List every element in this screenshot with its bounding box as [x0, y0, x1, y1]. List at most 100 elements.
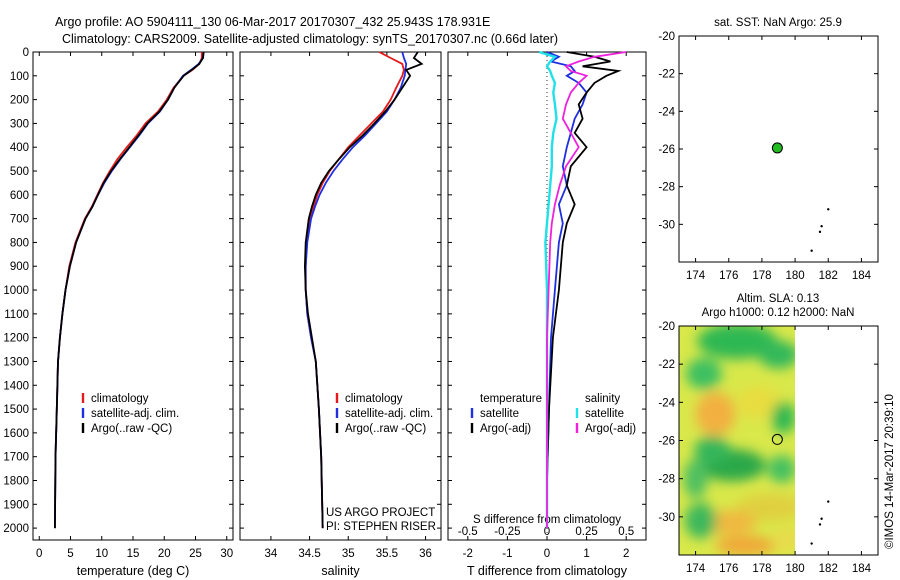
x-tick-label: 10 — [95, 548, 108, 560]
y-tick-label: 1700 — [3, 452, 29, 464]
series-line — [546, 51, 622, 529]
track-point — [827, 500, 830, 503]
timestamp-text: ©IMOS 14-Mar-2017 20:39:10 — [884, 394, 896, 549]
x-tick-label: 0 — [36, 548, 42, 560]
x-tick-label: 36 — [419, 548, 432, 560]
plot-frame — [239, 51, 442, 541]
y-tick-label: 700 — [10, 214, 29, 226]
sla-blob — [684, 502, 717, 539]
map-title-line2: Argo h1000: 0.12 h2000: NaN — [702, 307, 855, 319]
y-tick-label: 400 — [10, 142, 29, 154]
series-line — [54, 51, 205, 529]
sla-blob — [683, 458, 708, 499]
y-tick-label: 1300 — [3, 356, 29, 368]
y-tick-label: 2000 — [3, 523, 29, 535]
series-line — [54, 51, 205, 529]
temperature-panel: 0100200300400500600700800900100011001200… — [3, 47, 234, 578]
y-tick-label: 0 — [23, 47, 29, 59]
y-tick-label: 1800 — [3, 475, 29, 487]
y-tick-label: -30 — [658, 219, 675, 231]
legend-label: climatology — [345, 393, 403, 405]
credit-text: US ARGO PROJECT — [326, 507, 435, 519]
sla-blob — [694, 436, 731, 465]
x-tick-label: 182 — [819, 270, 838, 282]
pi-text: PI: STEPHEN RISER — [326, 521, 436, 533]
map-title: sat. SST: NaN Argo: 25.9 — [714, 17, 842, 29]
sla-blob — [736, 493, 796, 522]
series-line — [546, 51, 588, 529]
legend-label: Argo(..raw -QC) — [91, 423, 172, 435]
salinity-panel: 34 34.5 35 35.5 36 salinity climatology satelli… — [239, 51, 442, 578]
y-tick-label: -20 — [658, 31, 675, 43]
track-point — [820, 225, 823, 228]
x2-tick-label: -0.25 — [494, 526, 520, 538]
x-tick-label: 174 — [686, 270, 706, 282]
series-line — [54, 52, 203, 529]
x-tick-label: 178 — [752, 563, 771, 575]
x-tick-label: 15 — [127, 548, 140, 560]
y-tick-label: 200 — [10, 95, 29, 107]
track-point — [810, 249, 813, 252]
y-tick-label: 1200 — [3, 333, 29, 345]
legend-label: climatology — [91, 393, 149, 405]
x-tick-label: 5 — [67, 548, 73, 560]
legend-label: satellite — [480, 408, 519, 420]
track-point — [818, 523, 822, 526]
x-tick-label: 34 — [265, 548, 278, 560]
sla-blob — [736, 386, 781, 419]
x-tick-label: 178 — [752, 270, 771, 282]
y-tick-label: 1400 — [3, 380, 29, 392]
track-point — [818, 230, 822, 234]
legend-label: satellite-adj. clim. — [345, 408, 433, 420]
sla-map-panel: 174 176 178 180 182 184 -20 -22 -24 -26 -28 -30 Alti… — [658, 293, 879, 575]
y-tick-label: 1500 — [3, 404, 29, 416]
x-tick-label: 180 — [785, 270, 804, 282]
sla-blob — [772, 527, 796, 552]
y-tick-label: 1100 — [4, 309, 29, 321]
track-point — [827, 208, 830, 211]
x-tick-label: 34.5 — [298, 548, 320, 560]
y-tick-label: -30 — [658, 512, 675, 524]
y-tick-label: -22 — [658, 69, 675, 81]
y-tick-label: 1000 — [3, 285, 29, 297]
x-tick-label: 2 — [623, 548, 629, 560]
x-tick-label: 30 — [220, 548, 233, 560]
sla-blob — [685, 357, 722, 390]
series-line — [303, 51, 424, 529]
x-axis-label: salinity — [321, 564, 360, 578]
legend-label: satellite-adj. clim. — [91, 408, 179, 420]
sla-blobs — [683, 326, 796, 555]
x2-tick-label: 0.5 — [618, 526, 634, 538]
x-tick-label: 25 — [189, 548, 202, 560]
sla-blob — [695, 391, 736, 436]
x-tick-label: 174 — [686, 563, 706, 575]
x-tick-label: 0 — [544, 548, 550, 560]
y-tick-label: 800 — [10, 237, 29, 249]
x-tick-label: 20 — [158, 548, 171, 560]
x2-tick-label: 0.25 — [575, 526, 597, 538]
x2-tick-label: -0.5 — [458, 526, 478, 538]
y-tick-label: -24 — [658, 397, 675, 409]
legend-label: Argo(-adj) — [585, 423, 636, 435]
x-tick-label: 35 — [342, 548, 355, 560]
sla-field — [679, 326, 796, 555]
legend-header: temperature — [480, 393, 542, 405]
y-tick-label: -28 — [658, 182, 675, 194]
sla-blob — [767, 455, 796, 484]
x-tick-label: 176 — [719, 270, 738, 282]
sla-blob — [771, 401, 796, 434]
float-marker — [771, 433, 783, 445]
map-title-line1: Altim. SLA: 0.13 — [737, 293, 819, 305]
y-tick-label: 1600 — [3, 428, 29, 440]
sst-map-panel: 174 176 178 180 182 184 -20 -22 -24 -26 -28 -30 sat.… — [658, 17, 879, 282]
x-tick-label: 182 — [819, 563, 838, 575]
y-tick-label: 900 — [10, 261, 29, 273]
x-tick-label: -1 — [502, 548, 512, 560]
y-tick-label: 500 — [10, 166, 29, 178]
figure-title-line1: Argo profile: AO 5904111_130 06-Mar-2017… — [55, 15, 490, 29]
y-tick-label: 1900 — [3, 499, 29, 511]
sla-blob — [758, 340, 796, 369]
y-tick-label: -20 — [658, 321, 675, 333]
y-tick-label: 600 — [10, 190, 29, 202]
sla-blob — [697, 326, 778, 360]
